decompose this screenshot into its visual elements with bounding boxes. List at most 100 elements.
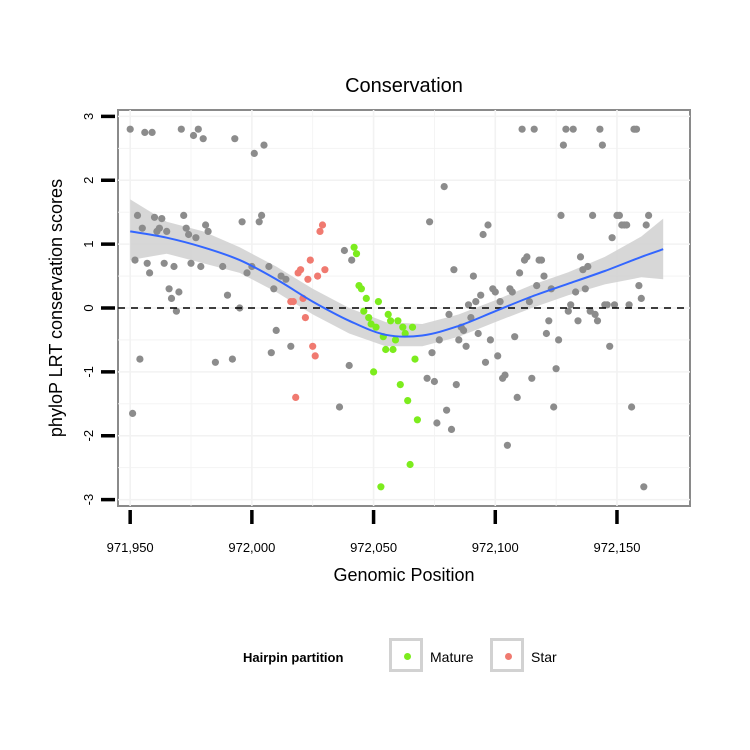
data-point-other [255,218,263,226]
data-point-other [136,355,144,363]
data-point-other [143,259,151,267]
data-point-star [311,352,319,360]
data-point-other [258,211,266,219]
data-point-other [430,377,438,386]
data-point-other [513,393,521,401]
data-point-star [316,227,324,235]
x-tick-label: 972,150 [593,540,640,555]
data-point-other [603,301,611,309]
scatter-points [126,125,653,491]
x-tick-label: 972,000 [228,540,275,555]
data-point-other [496,298,504,306]
data-point-other [440,183,448,191]
data-point-mature [365,314,373,322]
data-point-other [272,326,280,334]
data-point-other [163,227,171,235]
data-point-star [304,275,312,283]
data-point-other [562,125,570,133]
data-point-star [314,272,322,280]
y-tick-label: -1 [81,366,96,378]
data-point-other [508,288,516,296]
legend-key-mature [389,638,423,672]
data-point-mature [350,243,358,251]
data-point-other [170,262,178,271]
data-point-mature [360,307,368,315]
data-point-star [292,393,300,401]
y-tick-label: 1 [81,240,96,247]
data-point-other [640,483,648,491]
data-point-mature [408,323,417,331]
data-point-other [231,135,239,143]
data-point-mature [413,416,421,424]
data-point-other [126,125,134,133]
data-point-other [172,307,180,315]
data-point-other [435,336,443,344]
data-point-star [297,266,305,274]
y-tick-label: -2 [81,430,96,442]
data-point-other [576,253,585,261]
data-point-other [469,272,477,280]
legend-dot-star [505,653,512,660]
data-point-other [133,211,142,219]
data-point-other [632,125,641,133]
data-point-other [608,234,616,242]
data-point-other [443,406,451,414]
data-point-other [165,285,173,293]
data-point-other [141,128,149,136]
data-point-other [450,266,458,274]
data-point-other [472,298,480,306]
data-point-other [243,269,251,277]
data-point-mature [372,323,380,331]
data-point-other [146,269,154,277]
x-tick-label: 972,100 [472,540,519,555]
data-point-mature [389,345,397,354]
data-point-mature [404,397,412,405]
data-point-mature [357,285,365,293]
y-tick-label: -3 [81,494,96,506]
data-point-other [610,301,619,309]
legend-label-mature: Mature [430,649,474,665]
y-tick-label: 2 [81,177,96,184]
data-point-mature [370,368,378,376]
data-point-other [455,336,463,344]
legend: Hairpin partition Mature Star [0,638,750,678]
data-point-mature [362,294,370,302]
data-point-other [223,291,232,299]
data-point-star [289,298,297,306]
data-point-other [598,141,607,149]
data-point-other [491,288,499,296]
data-point-other [462,342,470,350]
data-point-other [148,128,156,136]
data-point-other [131,256,139,264]
data-point-other [467,314,475,322]
data-point-other [270,285,278,293]
x-axis: 971,950 972,000 972,050 972,100 972,150 [107,510,640,555]
data-point-mature [406,460,414,469]
data-point-other [564,307,572,315]
data-point-other [537,256,546,264]
x-tick-label: 971,950 [107,540,154,555]
data-point-other [550,403,558,411]
data-point-other [287,342,295,350]
data-point-other [481,358,490,366]
data-point-other [175,288,183,296]
data-point-other [340,246,348,255]
data-point-other [177,125,185,133]
data-point-star [309,342,317,350]
data-point-other [545,317,553,325]
data-point-other [433,419,441,427]
data-point-other [501,371,509,379]
data-point-other [160,259,168,267]
data-point-other [335,403,344,411]
data-point-other [138,224,146,232]
data-point-other [447,425,456,433]
data-point-other [518,125,526,133]
data-point-other [460,326,468,334]
data-point-other [187,259,195,267]
data-point-other [584,262,592,271]
data-point-other [423,374,431,382]
data-point-other [345,361,353,370]
data-point-other [238,218,246,226]
data-point-other [606,342,614,350]
data-point-mature [411,355,419,363]
